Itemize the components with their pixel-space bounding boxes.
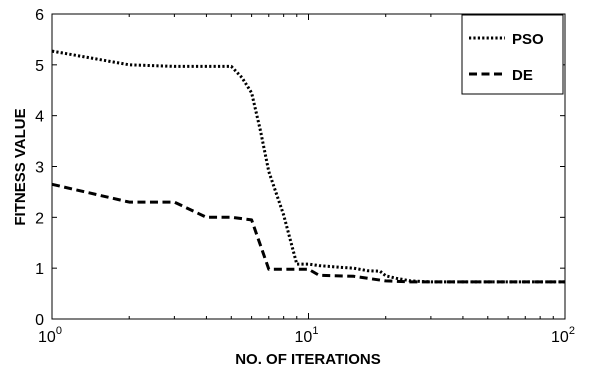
y-tick-label: 4 — [35, 109, 44, 126]
legend: PSO DE — [461, 14, 564, 95]
legend-label-pso: PSO — [512, 31, 544, 48]
x-axis-label: NO. OF ITERATIONS — [235, 351, 381, 368]
y-tick-label: 5 — [35, 58, 44, 75]
series-line-de — [51, 182, 565, 284]
y-axis-label: FITNESS VALUE — [12, 108, 29, 225]
series-layer — [51, 49, 565, 284]
x-tick-label: 102 — [551, 325, 575, 346]
y-tick-label: 2 — [35, 210, 44, 227]
y-tick-label: 6 — [35, 7, 44, 24]
series-line-pso — [51, 49, 565, 284]
x-tick-label: 100 — [38, 325, 62, 346]
y-tick-label: 0 — [35, 312, 44, 329]
y-tick-label: 3 — [35, 160, 44, 177]
legend-box — [461, 14, 564, 95]
tick-labels: 0 1 2 3 4 5 6 100 101 102 — [35, 7, 575, 346]
x-tick-label: 101 — [295, 325, 319, 346]
legend-label-de: DE — [512, 67, 533, 84]
y-tick-label: 1 — [35, 261, 44, 278]
